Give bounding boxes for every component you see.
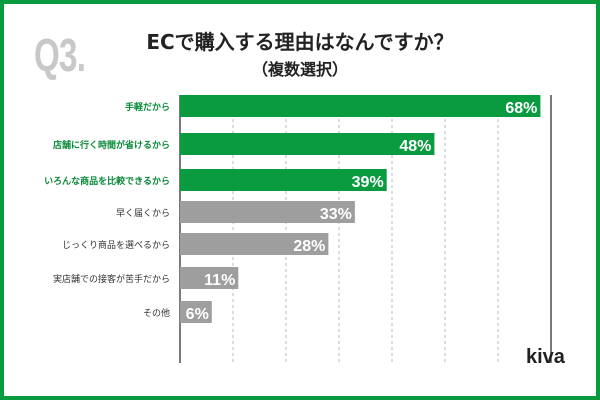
bar — [180, 301, 212, 323]
category-label: その他 — [143, 307, 170, 319]
category-label: じっくり商品を選べるから — [62, 239, 170, 251]
category-label: 実店舗での接客が苦手だから — [53, 273, 170, 285]
bar — [180, 201, 355, 223]
bar — [180, 133, 435, 155]
data-label: 11% — [204, 272, 235, 289]
data-label: 28% — [293, 238, 325, 255]
category-label: 店舗に行く時間が省けるから — [53, 139, 170, 151]
category-label: いろんな商品を比較できるから — [44, 175, 170, 187]
kiva-logo: kiva — [526, 346, 565, 368]
data-label: 6% — [186, 306, 209, 323]
bar — [180, 95, 541, 117]
bar — [180, 169, 387, 191]
data-label: 33% — [320, 206, 352, 223]
bar — [180, 233, 329, 255]
chart-title: ECで購入する理由はなんですか？ — [146, 30, 454, 54]
category-label: 手軽だから — [125, 101, 170, 113]
data-label: 68% — [505, 100, 537, 117]
bar — [180, 267, 239, 289]
chart-subtitle: （複数選択） — [251, 60, 348, 79]
data-label: 48% — [399, 138, 431, 155]
category-label: 早く届くから — [116, 208, 170, 219]
data-label: 39% — [352, 174, 384, 191]
question-number: Q3. — [34, 29, 86, 81]
